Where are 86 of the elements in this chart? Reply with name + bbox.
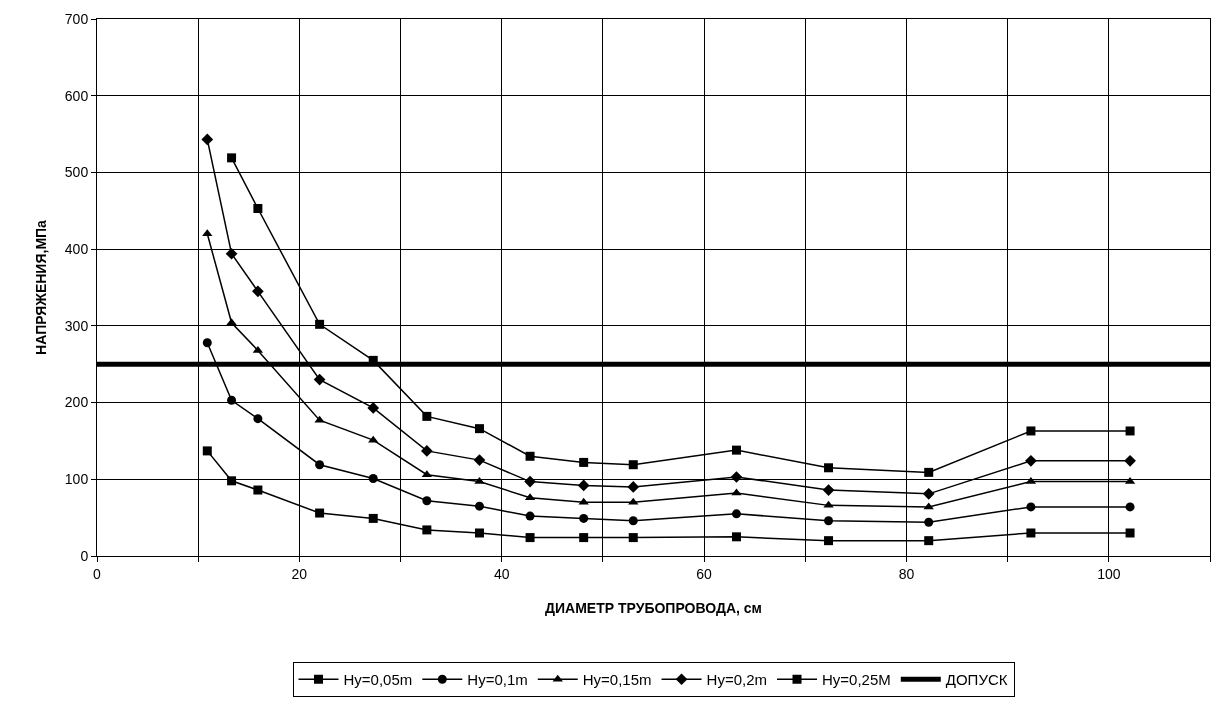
point [202, 338, 212, 348]
point [421, 445, 433, 457]
point [578, 497, 589, 505]
point [577, 479, 590, 492]
x-tick-label: 60 [696, 565, 713, 582]
point [823, 500, 834, 508]
point [227, 476, 237, 486]
x-tick-label: 80 [898, 565, 915, 582]
point [225, 247, 238, 260]
point [525, 533, 535, 543]
legend-label: ДОПУСК [945, 671, 1008, 689]
point [1125, 426, 1135, 436]
point [579, 457, 589, 467]
point [422, 525, 432, 535]
point [730, 471, 743, 483]
point [473, 454, 486, 466]
y-tick-label: 400 [64, 241, 89, 258]
x-tick-label: 100 [1097, 565, 1121, 582]
legend-label: Hy=0,05m [343, 671, 413, 689]
point [252, 285, 264, 298]
point [367, 402, 380, 414]
point [474, 528, 484, 538]
point [1125, 502, 1135, 512]
legend-label: Hy=0,1m [467, 671, 528, 689]
point [628, 497, 639, 505]
point [1026, 502, 1036, 512]
point [1026, 528, 1036, 538]
point [226, 318, 237, 326]
point [579, 533, 589, 543]
point [315, 508, 325, 518]
legend-label: Hy=0,15m [582, 671, 652, 689]
point [315, 460, 325, 470]
x-axis-title: ДИАМЕТР ТРУБОПРОВОДА, см [545, 600, 762, 617]
x-tick-label: 20 [291, 565, 308, 582]
point [422, 496, 432, 506]
y-tick-label: 300 [64, 317, 89, 334]
point [524, 475, 536, 488]
point [474, 501, 484, 511]
point [731, 509, 741, 519]
x-tick-label: 40 [493, 565, 510, 582]
point [924, 467, 934, 477]
y-tick-label: 0 [80, 547, 89, 564]
y-tick-label: 700 [64, 10, 89, 27]
point [1125, 528, 1135, 538]
point [253, 414, 263, 424]
point [627, 481, 640, 493]
y-tick-label: 500 [64, 164, 89, 181]
point [628, 460, 638, 470]
point [422, 411, 432, 421]
point [315, 319, 325, 329]
point [824, 536, 834, 546]
point [924, 517, 934, 527]
point [227, 395, 237, 405]
point [368, 513, 378, 523]
legend-label: Hy=0,2m [706, 671, 767, 689]
point [368, 474, 378, 484]
point [253, 485, 263, 495]
point [822, 484, 835, 496]
point [731, 445, 741, 455]
point [923, 502, 934, 510]
point [579, 513, 589, 523]
point [731, 532, 741, 542]
point [313, 373, 326, 386]
point [525, 451, 535, 461]
point [924, 536, 934, 546]
y-tick-label: 100 [64, 471, 89, 488]
point [227, 153, 237, 163]
point [628, 516, 638, 526]
point [922, 488, 935, 500]
point [525, 511, 535, 521]
legend-label: Hy=0,25M [822, 671, 891, 689]
x-tick-label: 0 [93, 565, 102, 582]
point [824, 463, 834, 473]
point [1025, 455, 1037, 467]
point [202, 229, 213, 237]
point [201, 133, 214, 146]
y-tick-label: 200 [64, 394, 89, 411]
y-tick-label: 600 [64, 87, 89, 104]
point [474, 424, 484, 434]
y-axis-title: НАПРЯЖЕНИЯ,МПа [33, 219, 50, 355]
point [253, 203, 263, 213]
point [202, 446, 212, 456]
point [1026, 426, 1036, 436]
point [824, 516, 834, 526]
point [628, 533, 638, 543]
point [1124, 455, 1136, 467]
